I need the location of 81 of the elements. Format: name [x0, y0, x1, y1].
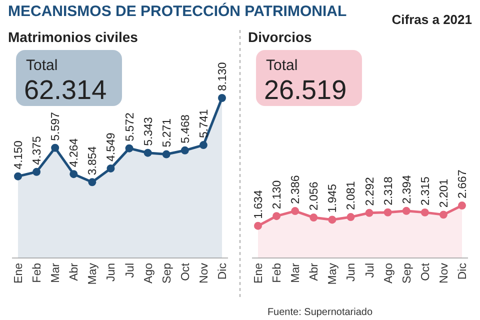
x-tick-label: May	[327, 262, 340, 285]
data-label: 4.264	[68, 138, 81, 168]
point	[180, 146, 189, 154]
data-label: 5.741	[198, 109, 210, 138]
x-tick-label: Mar	[290, 262, 302, 283]
x-tick-label: Abr	[308, 262, 321, 281]
x-tick-label: Jul	[124, 263, 136, 278]
point	[88, 178, 96, 186]
point	[402, 206, 410, 215]
x-tick-label: Jun	[346, 263, 358, 282]
point	[14, 172, 22, 180]
point	[328, 216, 336, 224]
text: Total	[26, 57, 58, 74]
data-label: 2.315	[420, 176, 432, 206]
point	[218, 94, 226, 102]
point	[144, 148, 152, 157]
x-tick-label: Dic	[457, 262, 469, 280]
data-label: 5.597	[50, 112, 62, 141]
source-note: Fuente: Supernotariado	[267, 307, 373, 318]
point	[51, 144, 60, 152]
point	[70, 170, 78, 178]
x-tick-label: Feb	[272, 263, 284, 283]
data-label: 2.292	[364, 177, 376, 206]
point	[162, 150, 170, 158]
x-tick-label: Abr	[68, 262, 81, 281]
data-label: 5.343	[142, 117, 155, 146]
data-label: 1.634	[253, 189, 265, 219]
x-tick-label: Ago	[142, 263, 155, 284]
point	[106, 164, 115, 172]
point	[310, 214, 318, 222]
x-tick-label: Dic	[217, 262, 229, 280]
data-label: 5.271	[161, 118, 174, 148]
chart-title: Matrimonios civiles	[8, 29, 138, 45]
point	[384, 208, 392, 216]
data-label: 2.056	[308, 182, 321, 211]
x-tick-label: Oct	[180, 262, 192, 281]
point	[32, 168, 41, 176]
annotation: 62.314	[24, 75, 107, 105]
data-label: 2.386	[290, 175, 302, 204]
data-label: 2.081	[346, 181, 358, 210]
x-tick-label: Ene	[13, 263, 25, 284]
x-tick-label: Sep	[401, 263, 414, 284]
text: MECANISMOS DE PROTECCIÓN PATRIMONIAL	[8, 2, 347, 20]
data-label: 8.130	[217, 62, 229, 91]
point	[365, 208, 374, 217]
data-label: 2.318	[382, 176, 395, 206]
point	[199, 141, 208, 149]
text: Cifras a 2021	[392, 12, 472, 27]
point	[254, 222, 262, 230]
x-tick-label: Sep	[161, 263, 174, 284]
data-label: 4.549	[106, 132, 118, 162]
data-label: 2.394	[401, 174, 414, 204]
data-label: 4.375	[32, 136, 44, 165]
point	[420, 208, 429, 216]
point	[125, 144, 134, 152]
point	[291, 207, 300, 216]
data-label: 5.468	[180, 114, 192, 144]
data-label: 3.854	[87, 146, 100, 176]
text: Total	[266, 57, 298, 74]
data-label: 1.945	[327, 184, 340, 213]
point	[272, 212, 281, 220]
x-tick-label: Ago	[382, 263, 395, 284]
data-label: 2.667	[457, 170, 469, 199]
x-tick-label: Jul	[364, 263, 376, 278]
data-label: 4.150	[13, 140, 25, 170]
x-tick-label: Ene	[253, 263, 265, 284]
x-tick-label: May	[87, 262, 100, 285]
x-tick-label: Feb	[32, 263, 44, 283]
x-tick-label: Nov	[198, 262, 210, 284]
data-label: 2.201	[438, 178, 450, 208]
point	[346, 213, 355, 222]
x-tick-label: Oct	[420, 262, 432, 281]
point	[439, 210, 448, 219]
x-tick-label: Jun	[106, 263, 118, 282]
data-label: 5.572	[124, 112, 136, 142]
x-tick-label: Nov	[438, 262, 450, 284]
text: 26.519	[264, 75, 347, 105]
x-tick-label: Mar	[50, 262, 62, 283]
point	[458, 202, 466, 210]
data-label: 2.130	[272, 180, 284, 210]
chart-title: Divorcios	[248, 29, 312, 45]
